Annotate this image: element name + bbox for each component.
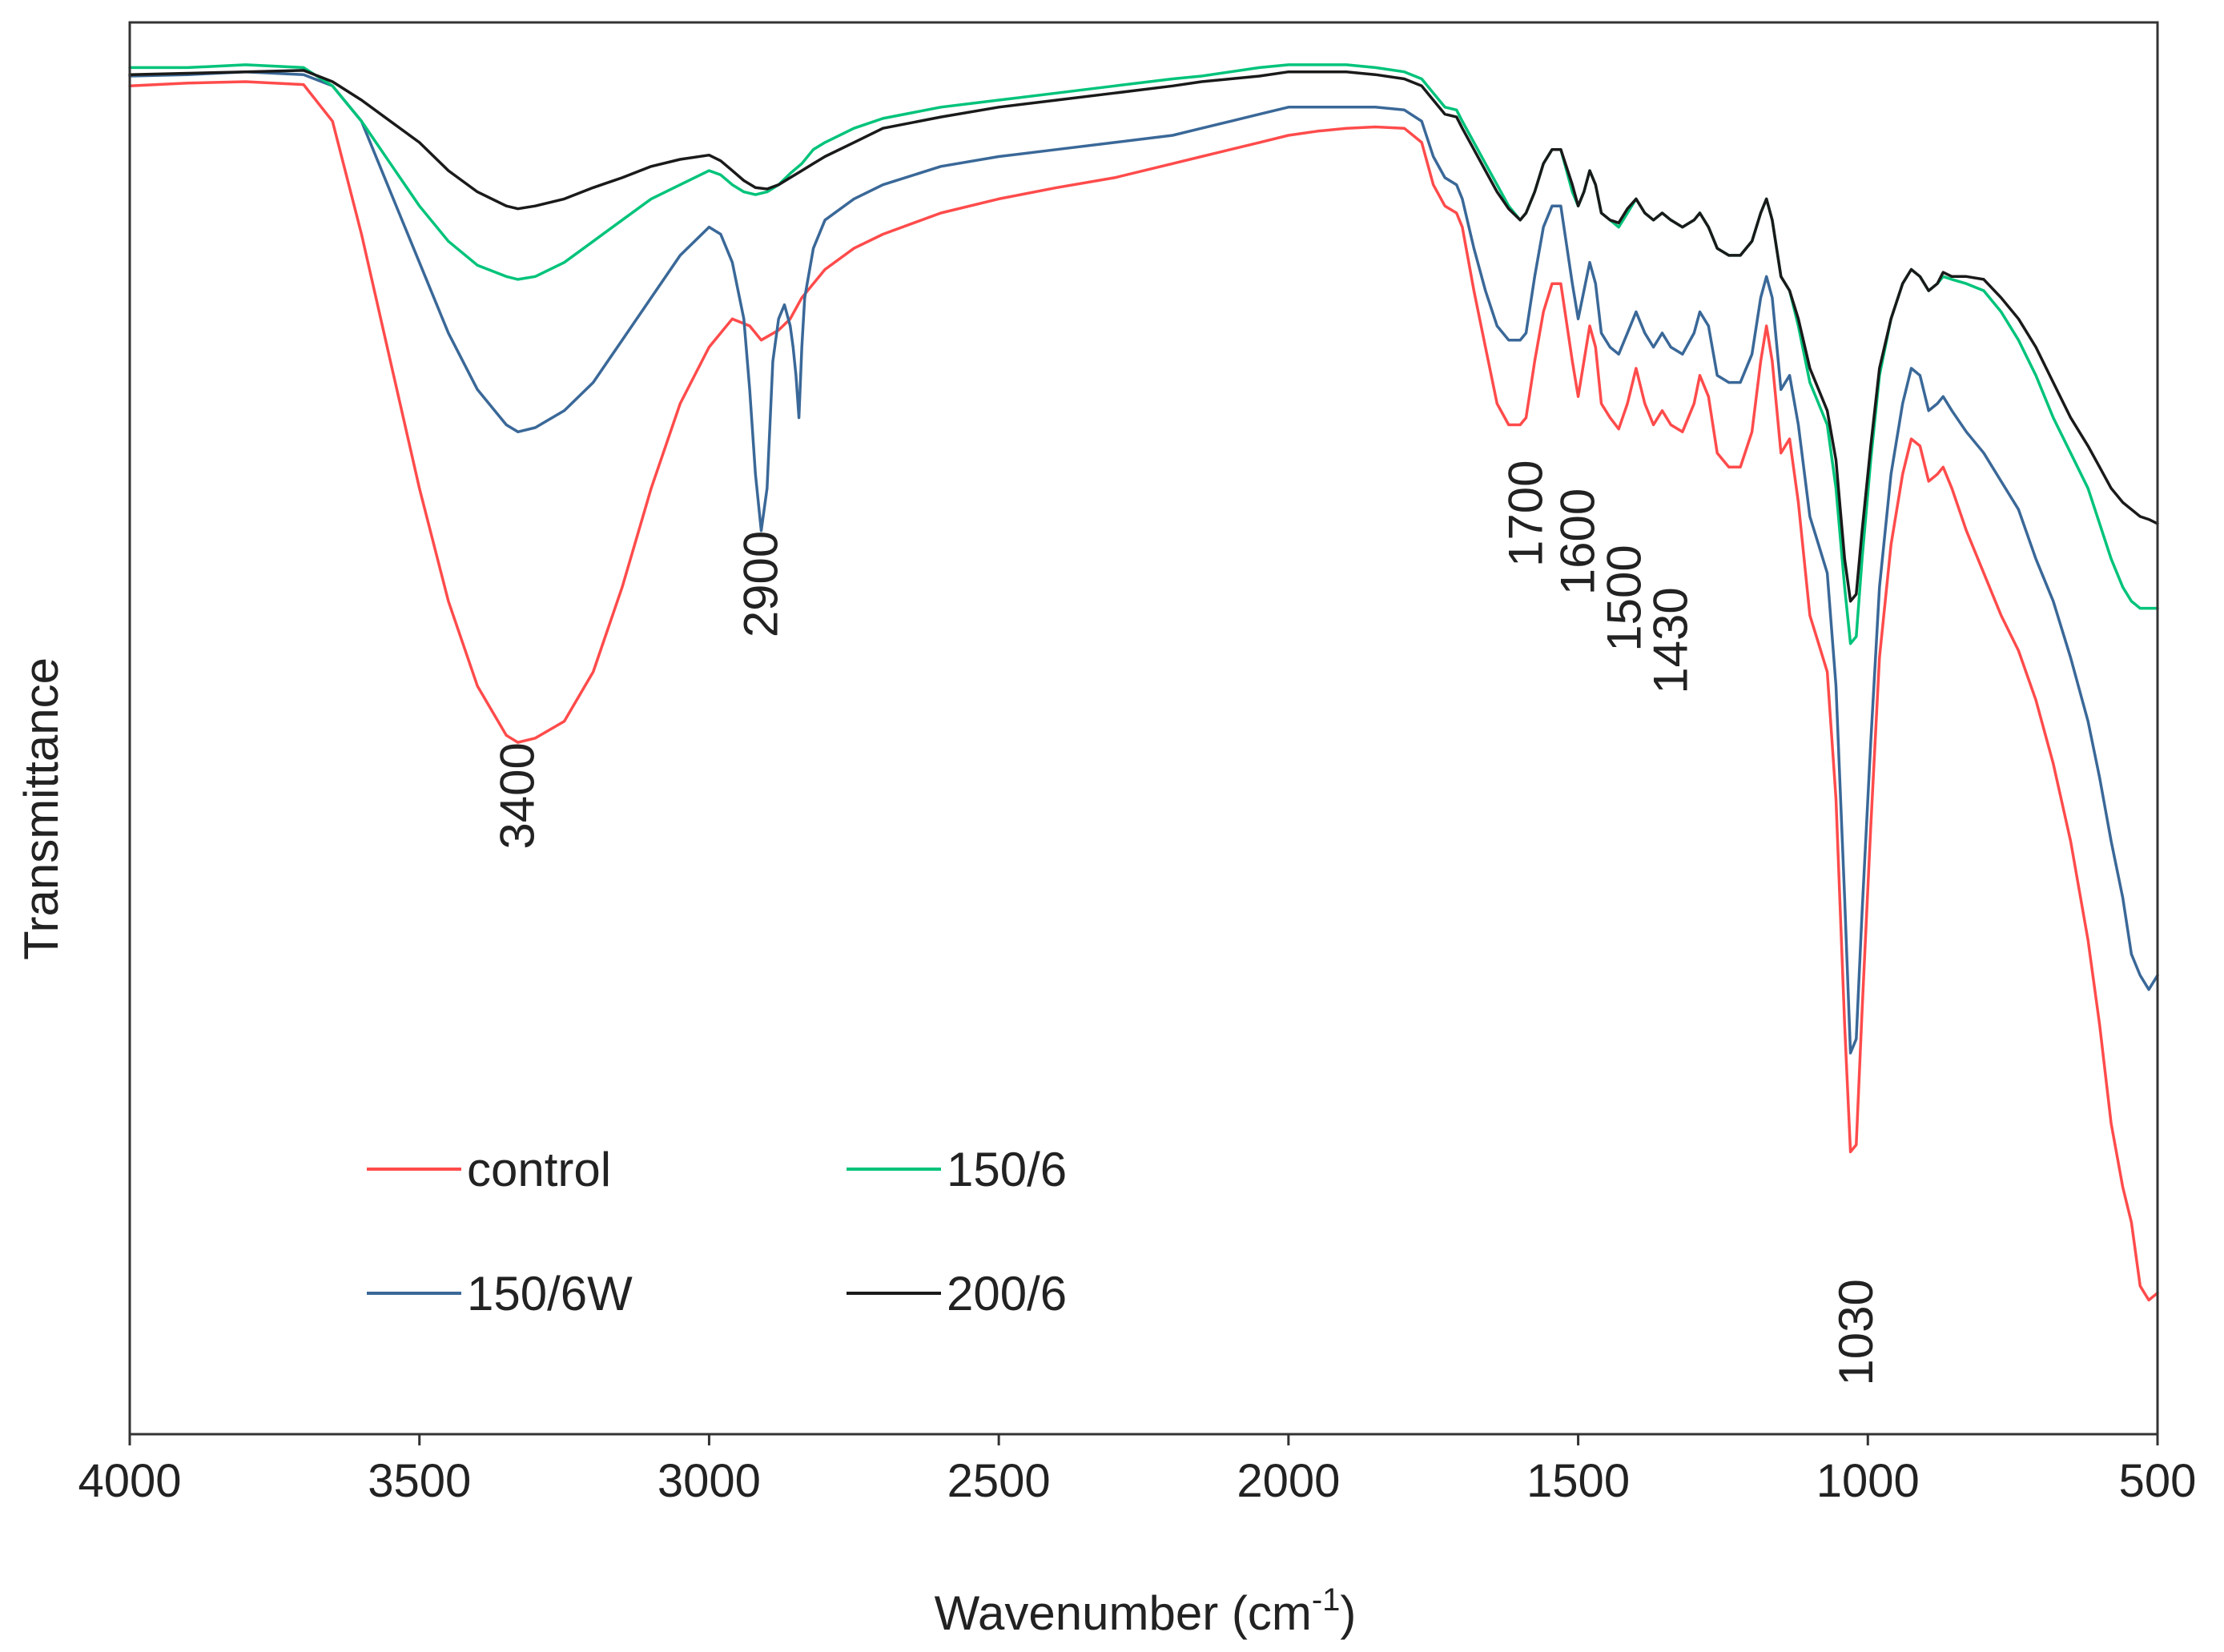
legend-label: 150/6 bbox=[947, 1143, 1067, 1196]
x-axis-title-sup: -1 bbox=[1312, 1582, 1341, 1618]
x-axis-title-main: Wavenumber (cm bbox=[935, 1586, 1312, 1640]
plot-frame bbox=[128, 21, 2159, 1436]
peak-label: 1600 bbox=[1551, 488, 1605, 595]
series-line-200-6 bbox=[128, 69, 2159, 603]
legend: control 150/6 150/6W 200/6 bbox=[367, 1143, 1067, 1320]
x-axis-title-close: ) bbox=[1340, 1586, 1356, 1640]
x-tick-label: 500 bbox=[2119, 1455, 2197, 1507]
legend-label: 150/6W bbox=[467, 1267, 633, 1320]
peak-label: 2900 bbox=[734, 531, 788, 637]
peak-label: 1030 bbox=[1829, 1279, 1883, 1385]
peak-label: 1500 bbox=[1597, 545, 1651, 651]
peak-label: 1430 bbox=[1643, 587, 1697, 693]
x-ticks: 4000 3500 3000 2500 2000 1500 1000 500 bbox=[78, 1434, 2196, 1507]
series-layer bbox=[128, 63, 2159, 1302]
x-tick-label: 2000 bbox=[1237, 1455, 1340, 1507]
x-tick-label: 1000 bbox=[1816, 1455, 1920, 1507]
y-axis-title: Transmittance bbox=[14, 657, 68, 960]
x-axis-title: Wavenumber (cm-1) bbox=[935, 1582, 1357, 1640]
x-tick-label: 3000 bbox=[658, 1455, 761, 1507]
x-tick-label: 3500 bbox=[368, 1455, 471, 1507]
peak-label: 1700 bbox=[1499, 460, 1553, 567]
x-tick-label: 2500 bbox=[947, 1455, 1051, 1507]
legend-label: 200/6 bbox=[947, 1267, 1067, 1320]
legend-label: control bbox=[467, 1143, 611, 1196]
x-tick-label: 1500 bbox=[1526, 1455, 1630, 1507]
series-line-control bbox=[128, 80, 2159, 1302]
peak-label: 3400 bbox=[491, 742, 545, 849]
series-line-150-6w bbox=[128, 70, 2159, 1055]
x-tick-label: 4000 bbox=[78, 1455, 181, 1507]
